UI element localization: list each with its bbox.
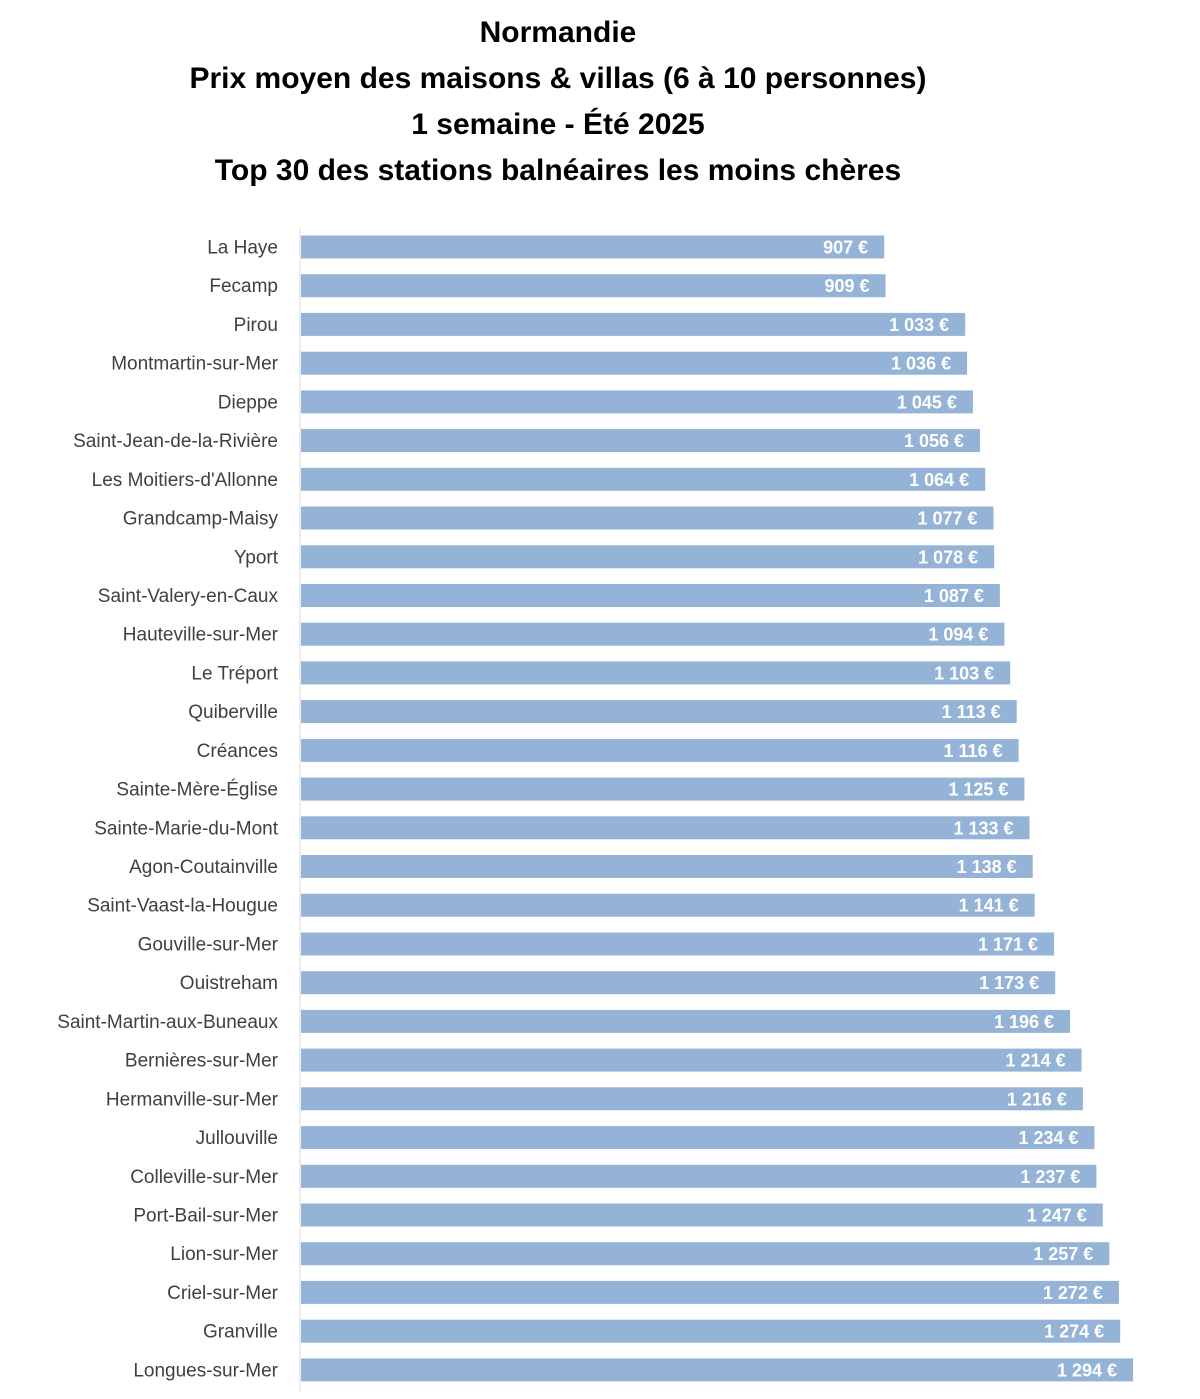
value-label-21: 1 214 € <box>1006 1051 1066 1071</box>
category-label-11: Le Tréport <box>191 663 278 684</box>
value-label-27: 1 272 € <box>1043 1283 1103 1303</box>
category-label-12: Quiberville <box>188 702 278 723</box>
value-label-15: 1 133 € <box>953 818 1013 838</box>
bar-9 <box>301 584 1000 607</box>
value-label-24: 1 237 € <box>1020 1167 1080 1187</box>
category-label-28: Granville <box>203 1322 278 1343</box>
category-label-6: Les Moitiers-d'Allonne <box>92 470 278 491</box>
value-label-2: 1 033 € <box>889 315 949 335</box>
category-label-7: Grandcamp-Maisy <box>123 509 279 530</box>
value-label-7: 1 077 € <box>917 509 977 529</box>
bar-27 <box>301 1280 1119 1304</box>
category-label-22: Hermanville-sur-Mer <box>106 1089 279 1110</box>
value-label-0: 907 € <box>823 238 868 258</box>
value-label-6: 1 064 € <box>909 470 969 490</box>
category-label-24: Colleville-sur-Mer <box>130 1167 278 1188</box>
chart-title: Normandie Prix moyen des maisons & villa… <box>0 10 1116 194</box>
category-label-17: Saint-Vaast-la-Hougue <box>87 896 278 917</box>
bar-3 <box>301 351 968 375</box>
bar-25 <box>301 1203 1103 1227</box>
bar-1 <box>301 274 886 298</box>
category-label-5: Saint-Jean-de-la-Rivière <box>73 431 278 452</box>
chart-title-line-2: Prix moyen des maisons & villas (6 à 10 … <box>189 62 927 95</box>
bar-17 <box>301 893 1035 917</box>
value-label-25: 1 247 € <box>1027 1206 1087 1226</box>
value-label-10: 1 094 € <box>928 625 988 645</box>
bar-18 <box>301 932 1054 956</box>
category-label-0: La Haye <box>207 238 278 259</box>
bar-10 <box>301 622 1005 646</box>
value-label-20: 1 196 € <box>994 1012 1054 1032</box>
category-label-26: Lion-sur-Mer <box>170 1244 278 1265</box>
value-label-19: 1 173 € <box>979 973 1039 993</box>
value-label-12: 1 113 € <box>942 702 1001 722</box>
value-label-13: 1 116 € <box>944 741 1003 761</box>
category-label-20: Saint-Martin-aux-Buneaux <box>57 1012 278 1033</box>
bar-19 <box>301 971 1056 995</box>
bar-14 <box>301 777 1025 801</box>
category-label-2: Pirou <box>234 315 278 336</box>
chart-title-line-3: 1 semaine - Été 2025 <box>411 108 705 141</box>
category-label-1: Fecamp <box>209 276 278 297</box>
bar-20 <box>301 1009 1070 1033</box>
bar-8 <box>301 545 995 569</box>
value-label-23: 1 234 € <box>1018 1128 1078 1148</box>
value-label-14: 1 125 € <box>948 780 1008 800</box>
bar-5 <box>301 429 980 453</box>
category-label-10: Hauteville-sur-Mer <box>123 625 279 646</box>
chart-title-line-4: Top 30 des stations balnéaires les moins… <box>214 154 902 187</box>
value-label-11: 1 103 € <box>934 663 994 683</box>
value-label-29: 1 294 € <box>1057 1360 1117 1380</box>
bar-0 <box>301 235 885 259</box>
category-label-14: Sainte-Mère-Église <box>116 780 278 801</box>
category-label-18: Gouville-sur-Mer <box>138 935 279 956</box>
bar-26 <box>301 1242 1110 1266</box>
category-label-19: Ouistreham <box>180 973 278 994</box>
value-label-22: 1 216 € <box>1007 1089 1067 1109</box>
bars-group: La Haye 907 € Fecamp 909 € Pirou 1 033 € Montm… <box>57 235 1133 1382</box>
category-label-29: Longues-sur-Mer <box>133 1360 278 1381</box>
bar-12 <box>301 700 1017 724</box>
bar-2 <box>301 312 966 336</box>
bar-7 <box>301 506 994 530</box>
bar-24 <box>301 1164 1097 1188</box>
category-label-23: Jullouville <box>196 1128 278 1149</box>
value-label-9: 1 087 € <box>924 586 984 606</box>
bar-21 <box>301 1048 1082 1072</box>
category-label-4: Dieppe <box>218 392 278 413</box>
value-label-8: 1 078 € <box>918 547 978 567</box>
category-label-13: Créances <box>197 741 278 762</box>
value-label-18: 1 171 € <box>978 935 1038 955</box>
bar-15 <box>301 816 1030 840</box>
value-label-16: 1 138 € <box>957 857 1017 877</box>
bar-23 <box>301 1126 1095 1150</box>
category-label-8: Yport <box>234 547 279 568</box>
bar-16 <box>301 855 1033 878</box>
bar-4 <box>301 390 973 414</box>
value-label-3: 1 036 € <box>891 354 951 374</box>
bar-29 <box>301 1358 1133 1382</box>
value-label-17: 1 141 € <box>959 896 1019 916</box>
chart-title-line-1: Normandie <box>479 16 637 49</box>
category-label-27: Criel-sur-Mer <box>167 1283 279 1304</box>
category-label-15: Sainte-Marie-du-Mont <box>94 818 278 839</box>
value-label-4: 1 045 € <box>897 392 957 412</box>
category-label-3: Montmartin-sur-Mer <box>111 354 278 375</box>
value-label-26: 1 257 € <box>1033 1244 1093 1264</box>
value-label-28: 1 274 € <box>1044 1322 1104 1342</box>
category-label-9: Saint-Valery-en-Caux <box>98 586 279 607</box>
category-label-21: Bernières-sur-Mer <box>125 1051 279 1072</box>
bar-28 <box>301 1319 1121 1343</box>
category-label-16: Agon-Coutainville <box>129 857 278 878</box>
bar-22 <box>301 1087 1083 1111</box>
value-label-5: 1 056 € <box>904 431 964 451</box>
value-label-1: 909 € <box>824 276 869 296</box>
bar-6 <box>301 467 986 491</box>
category-label-25: Port-Bail-sur-Mer <box>133 1206 278 1227</box>
bar-13 <box>301 738 1019 762</box>
bar-11 <box>301 661 1011 685</box>
